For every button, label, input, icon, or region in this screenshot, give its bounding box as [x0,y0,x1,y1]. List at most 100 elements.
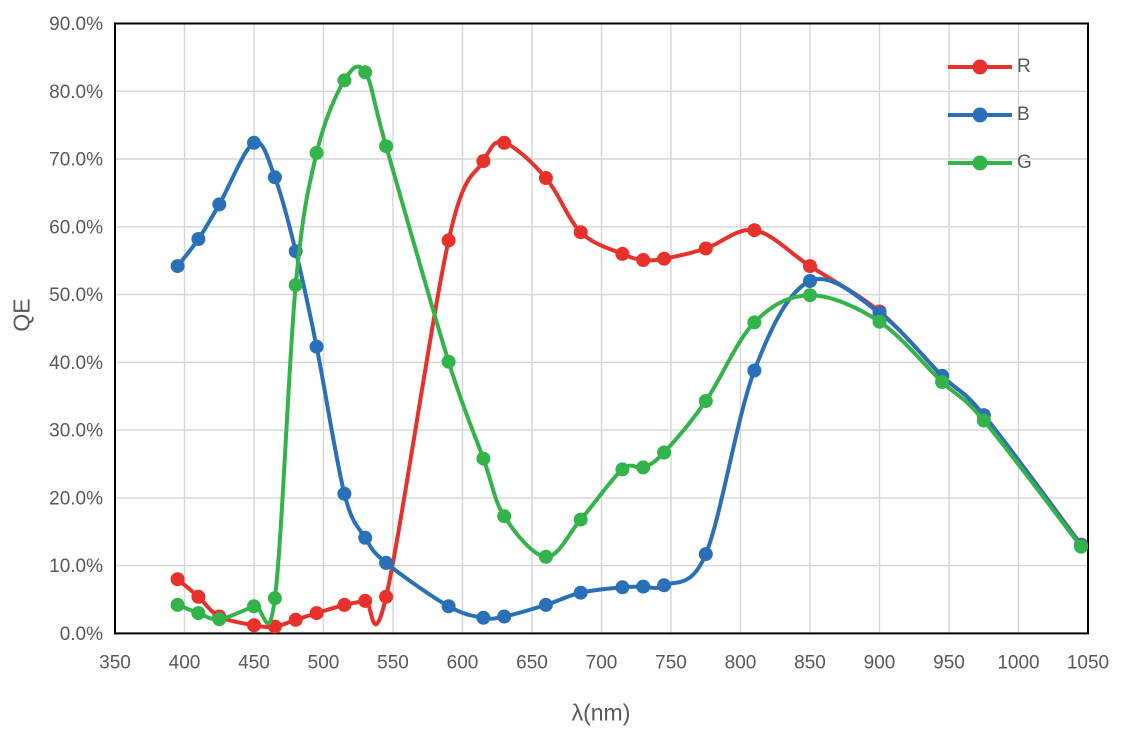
series-line-B [175,140,1084,621]
data-point-G-630 [497,509,512,524]
x-tick-label-850: 850 [794,652,826,673]
data-point-B-715 [615,580,630,595]
data-point-B-545 [379,555,394,570]
legend: R B G [948,52,1032,178]
data-point-R-745 [657,251,672,266]
data-point-B-530 [358,530,373,545]
x-tick-label-1000: 1000 [997,652,1039,673]
plot-border [114,22,1089,635]
x-tick-label-650: 650 [516,652,548,673]
data-point-R-495 [309,606,324,621]
legend-marker-r-icon [948,59,1012,75]
data-point-B-410 [191,232,206,246]
data-point-B-850 [803,274,817,288]
y-tick-label-10.0%: 10.0% [49,556,103,577]
data-point-B-745 [657,578,672,593]
data-point-G-685 [573,512,588,527]
data-point-B-495 [309,339,324,354]
data-point-R-530 [358,593,373,608]
data-point-R-545 [379,589,394,604]
data-point-B-630 [497,609,512,624]
data-point-G-810 [747,315,762,330]
data-point-G-1045 [1074,539,1089,554]
x-axis-title: λ(nm) [571,699,631,726]
data-point-R-850 [803,259,817,274]
data-point-R-395 [170,572,185,587]
legend-item-b: B [948,100,1032,130]
data-point-B-425 [212,197,227,212]
data-point-R-450 [247,618,261,633]
data-point-G-745 [657,445,672,460]
data-point-R-775 [698,241,713,256]
legend-label-r: R [1017,56,1031,77]
data-point-R-515 [337,597,352,612]
x-tick-label-550: 550 [377,652,409,673]
y-tick-label-60.0%: 60.0% [49,217,103,238]
x-tick-label-750: 750 [655,652,687,673]
x-tick-label-900: 900 [864,652,896,673]
data-point-B-615 [476,610,491,625]
data-point-B-775 [698,547,713,562]
data-point-G-715 [615,462,630,477]
x-tick-label-500: 500 [308,652,340,673]
legend-label-b: B [1017,104,1030,125]
data-point-G-410 [191,606,206,621]
data-point-G-465 [267,591,282,606]
x-tick-label-350: 350 [99,652,131,673]
data-point-R-615 [476,154,491,169]
data-point-G-450 [247,599,261,614]
y-tick-label-70.0%: 70.0% [49,150,103,171]
y-tick-label-90.0%: 90.0% [49,14,103,35]
x-tick-label-600: 600 [447,652,479,673]
x-tick-label-800: 800 [725,652,757,673]
data-point-R-685 [573,225,588,240]
data-point-R-590 [441,233,456,248]
data-point-B-685 [573,585,588,600]
legend-marker-b-icon [948,107,1012,123]
data-point-R-465 [267,619,282,634]
y-tick-label-80.0%: 80.0% [49,82,103,103]
data-point-G-530 [358,65,373,80]
data-point-G-590 [441,354,456,369]
data-point-R-715 [615,246,630,261]
data-point-G-395 [170,597,185,612]
data-point-G-515 [337,73,352,88]
data-point-G-495 [309,145,324,160]
y-tick-label-20.0%: 20.0% [49,488,103,509]
data-point-G-900 [872,314,887,329]
data-point-R-660 [538,171,553,185]
data-point-R-410 [191,589,206,604]
x-tick-label-400: 400 [169,652,201,673]
y-tick-label-40.0%: 40.0% [49,353,103,374]
data-point-G-660 [538,549,553,564]
data-point-G-975 [976,413,991,428]
data-point-B-395 [170,259,185,274]
data-point-G-850 [803,288,817,303]
x-tick-label-700: 700 [586,652,618,673]
x-tick-label-1050: 1050 [1067,652,1109,673]
data-point-G-945 [935,375,950,389]
x-tick-label-450: 450 [238,652,270,673]
x-tick-label-950: 950 [933,652,965,673]
legend-label-g: G [1017,152,1032,173]
data-point-B-515 [337,486,352,501]
data-point-G-480 [288,278,303,293]
data-point-B-590 [441,599,456,614]
data-point-G-775 [698,394,713,408]
data-point-G-425 [212,612,227,627]
legend-item-r: R [948,52,1032,82]
data-point-B-465 [267,170,282,185]
data-point-G-615 [476,451,491,466]
y-tick-label-0.0%: 0.0% [60,624,103,645]
data-point-G-545 [379,139,394,154]
data-point-R-630 [497,135,512,150]
data-point-G-730 [636,460,651,475]
data-point-B-450 [247,135,261,150]
legend-marker-g-icon [948,155,1012,171]
data-point-R-730 [636,253,651,267]
data-point-B-660 [538,597,553,612]
data-point-R-810 [747,223,762,238]
y-tick-label-30.0%: 30.0% [49,421,103,442]
